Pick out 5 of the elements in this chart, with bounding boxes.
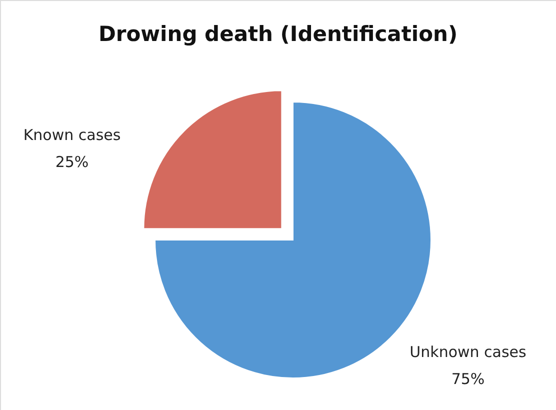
data-label: 75% <box>451 370 485 388</box>
slice-label: Known cases <box>23 126 121 144</box>
data-label: 25% <box>55 153 89 171</box>
chart-title: Drowing death (Identification) <box>98 22 458 46</box>
slice-label: Unknown cases <box>410 343 527 361</box>
